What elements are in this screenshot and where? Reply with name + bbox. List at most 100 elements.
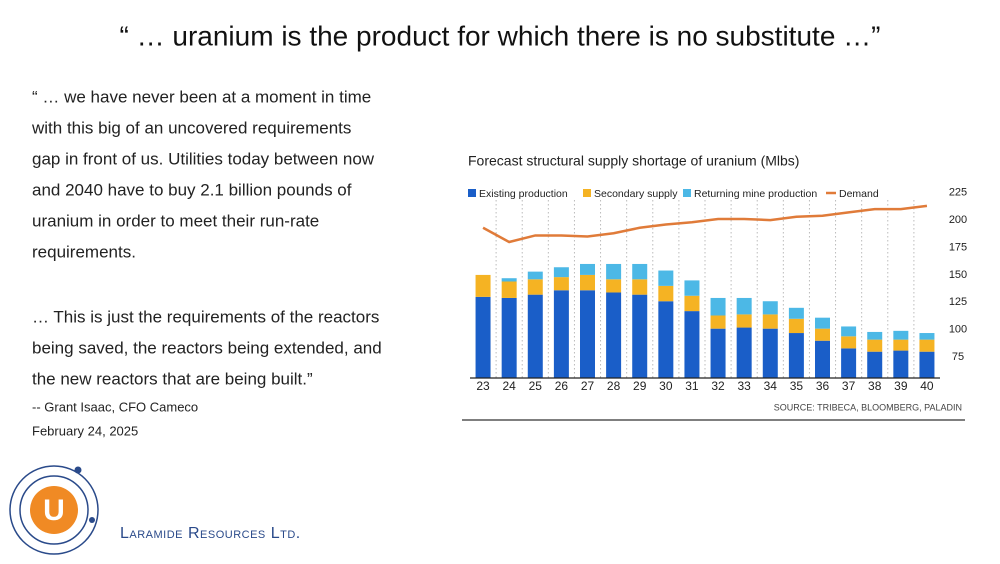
quote-line: and 2040 have to buy 2.1 billion pounds …	[32, 180, 352, 199]
legend-label: Secondary supply	[594, 188, 678, 200]
bar-segment	[788, 318, 804, 334]
y-tick-label: 200	[949, 214, 967, 226]
x-tick-label: 32	[711, 379, 725, 393]
x-tick-label: 24	[502, 379, 516, 393]
y-tick-label: 225	[949, 187, 967, 199]
bar-segment	[527, 271, 543, 280]
x-tick-label: 30	[659, 379, 673, 393]
bar-segment	[893, 350, 909, 378]
bar-segment	[501, 281, 517, 298]
bar-segment	[501, 297, 517, 378]
bar-segment	[684, 280, 700, 296]
bar-segment	[867, 331, 883, 340]
x-tick-label: 33	[737, 379, 751, 393]
quote-line: uranium in order to meet their run-rate	[32, 211, 319, 230]
x-tick-label: 37	[842, 379, 856, 393]
x-tick-label: 26	[555, 379, 569, 393]
bar-segment	[580, 263, 595, 275]
legend-swatch	[583, 189, 591, 197]
y-tick-label: 100	[949, 324, 967, 336]
bar-segment	[815, 317, 830, 329]
logo-ring	[9, 465, 99, 555]
bar-segment	[580, 274, 595, 291]
logo-dot	[74, 466, 82, 474]
bar-segment	[736, 327, 752, 378]
bar-segment	[527, 279, 543, 295]
x-tick-label: 35	[790, 379, 804, 393]
bar-segment	[553, 277, 569, 291]
bar-segment	[736, 297, 752, 315]
bar-segment	[710, 328, 726, 378]
logo-core	[30, 486, 78, 534]
bar-segment	[788, 333, 804, 378]
quote-line: requirements.	[32, 242, 136, 261]
y-tick-label: 125	[949, 296, 967, 308]
bar-segment	[527, 294, 543, 378]
legend-label: Existing production	[479, 188, 568, 200]
bar-segment	[684, 295, 700, 312]
logo: U	[9, 465, 99, 555]
bar-segment	[736, 314, 752, 328]
logo-letter: U	[43, 494, 65, 527]
legend-swatch	[468, 189, 476, 197]
quote: “ … we have never been at a moment in ti…	[31, 87, 382, 388]
bar-segment	[841, 348, 857, 378]
date: February 24, 2025	[32, 423, 138, 438]
bar-segment	[762, 301, 778, 315]
x-tick-label: 40	[920, 379, 934, 393]
quote-line: being saved, the reactors being extended…	[32, 338, 382, 357]
x-tick-label: 23	[476, 379, 490, 393]
x-tick-label: 28	[607, 379, 621, 393]
bar-segment	[658, 285, 674, 302]
demand-line	[482, 204, 928, 244]
bar-segment	[684, 311, 700, 378]
bar-segment	[815, 340, 830, 378]
y-tick-label: 175	[949, 241, 967, 253]
bar-segment	[606, 263, 622, 280]
slide-title: “ … uranium is the product for which the…	[120, 20, 881, 51]
quote-line: the new reactors that are being built.”	[32, 369, 313, 388]
company-name: Laramide Resources Ltd.	[120, 525, 301, 542]
y-tick-label: 150	[949, 269, 967, 281]
bar-segment	[788, 307, 804, 319]
plot	[475, 263, 935, 378]
bar-segment	[919, 333, 935, 340]
bar-segment	[553, 290, 569, 378]
bar-segment	[919, 339, 935, 352]
x-tick-label: 34	[764, 379, 778, 393]
legend-label: Returning mine production	[694, 188, 817, 200]
x-tick-label: 38	[868, 379, 882, 393]
bar-segment	[553, 267, 569, 278]
bar-segment	[867, 351, 883, 378]
x-tick-label: 31	[685, 379, 699, 393]
bar-segment	[475, 274, 491, 297]
x-tick-label: 27	[581, 379, 595, 393]
bar-segment	[475, 296, 491, 378]
bar-segment	[893, 339, 909, 351]
legend-label: Demand	[839, 188, 879, 200]
attribution: -- Grant Isaac, CFO Cameco	[32, 399, 198, 414]
bar-segment	[501, 278, 517, 282]
bar-segment	[867, 339, 883, 352]
quote-line: with this big of an uncovered requiremen…	[31, 118, 351, 137]
chart-title: Forecast structural supply shortage of u…	[468, 153, 799, 169]
bar-segment	[919, 351, 935, 378]
bar-segment	[841, 336, 857, 349]
bar-segment	[710, 315, 726, 329]
x-tick-label: 25	[529, 379, 543, 393]
logo-dot	[89, 517, 95, 523]
quote-line: gap in front of us. Utilities today betw…	[32, 149, 375, 168]
quote-line: … This is just the requirements of the r…	[32, 307, 379, 326]
y-tick-label: 75	[952, 351, 964, 363]
bar-segment	[710, 297, 726, 316]
logo-ring	[19, 475, 89, 545]
bar-segment	[632, 279, 648, 295]
x-tick-label: 29	[633, 379, 647, 393]
legend-swatch	[683, 189, 691, 197]
bar-segment	[632, 263, 648, 280]
bar-segment	[606, 292, 622, 378]
bar-segment	[762, 314, 778, 329]
bar-segment	[658, 270, 674, 286]
bar-segment	[841, 326, 857, 337]
